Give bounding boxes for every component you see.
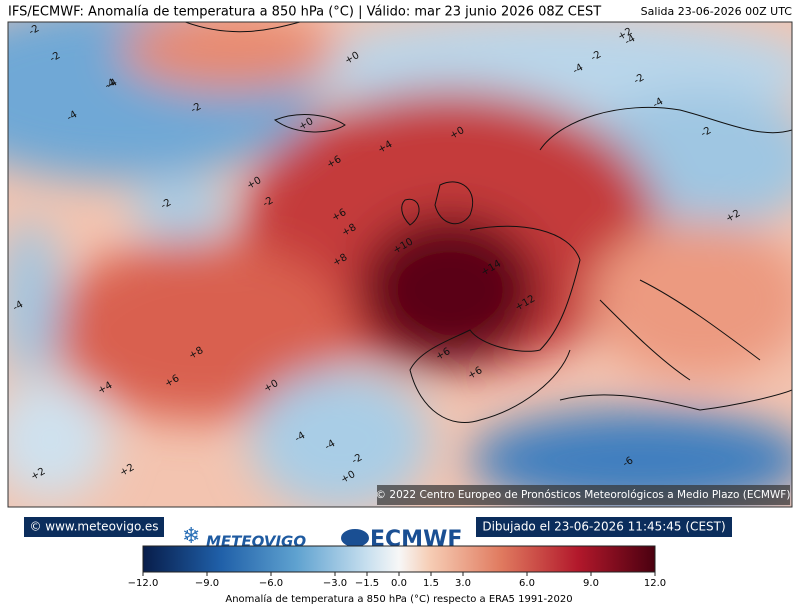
snowflake-icon: ❄ [182, 524, 200, 549]
contour-label: -2 [159, 197, 173, 212]
map: -2-2-4-4-2+0+0+0+4+6+0-2 -2+6+8+8+10+14+1… [8, 22, 792, 507]
contour-label: -2 [48, 50, 62, 65]
contour-label: -6 [621, 455, 635, 470]
contour-label: -2 [589, 49, 603, 64]
map-frame [7, 21, 793, 508]
contour-label: -4 [293, 430, 307, 445]
run-time: Salida 23-06-2026 00Z UTC [641, 5, 793, 18]
copyright: © 2022 Centro Europeo de Pronósticos Met… [376, 489, 791, 501]
contour-label: -4 [323, 438, 337, 453]
colorbar-tick-label: 12.0 [644, 578, 666, 589]
title: IFS/ECMWF: Anomalía de temperatura a 850… [8, 5, 601, 20]
website-box [24, 517, 164, 537]
contour-label: -4 [105, 77, 119, 92]
colorbar-tick-label: −9.0 [195, 578, 219, 589]
contour-label: -4 [11, 299, 25, 314]
drawn-box [476, 517, 732, 537]
contour-label: -4 [65, 109, 79, 124]
colorbar-label: Anomalía de temperatura a 850 hPa (°C) r… [225, 593, 572, 605]
contour-label: -2 [27, 23, 41, 38]
colorbar-tick-label: −6.0 [259, 578, 283, 589]
colorbar-tick-label: 9.0 [583, 578, 599, 589]
contour-label: -2 [632, 72, 646, 87]
contour-label: -4 [651, 96, 665, 111]
contour-label: -2 [699, 125, 713, 140]
colorbar [142, 545, 656, 573]
colorbar-tick-label: 3.0 [455, 578, 471, 589]
drawn-time: Dibujado el 23-06-2026 11:45:45 (CEST) [482, 520, 725, 534]
colorbar-tick-label: −3.0 [323, 578, 347, 589]
contour-label: -4 [623, 33, 637, 48]
colorbar-tick-label: 6.0 [519, 578, 535, 589]
contour-label: -4 [571, 62, 585, 77]
website[interactable]: © www.meteovigo.es [29, 520, 158, 534]
colorbar-tick-label: −12.0 [128, 578, 159, 589]
colorbar-tick-label: 1.5 [423, 578, 439, 589]
contour-label: -2 [261, 195, 275, 210]
colorbar-tick-label: −1.5 [355, 578, 379, 589]
contour-label: -2 [189, 101, 203, 116]
ecmwf-icon [341, 529, 369, 547]
contour-label: -4 [103, 77, 117, 92]
contour-label: -2 [350, 452, 364, 467]
colorbar-tick-label: 0.0 [391, 578, 407, 589]
